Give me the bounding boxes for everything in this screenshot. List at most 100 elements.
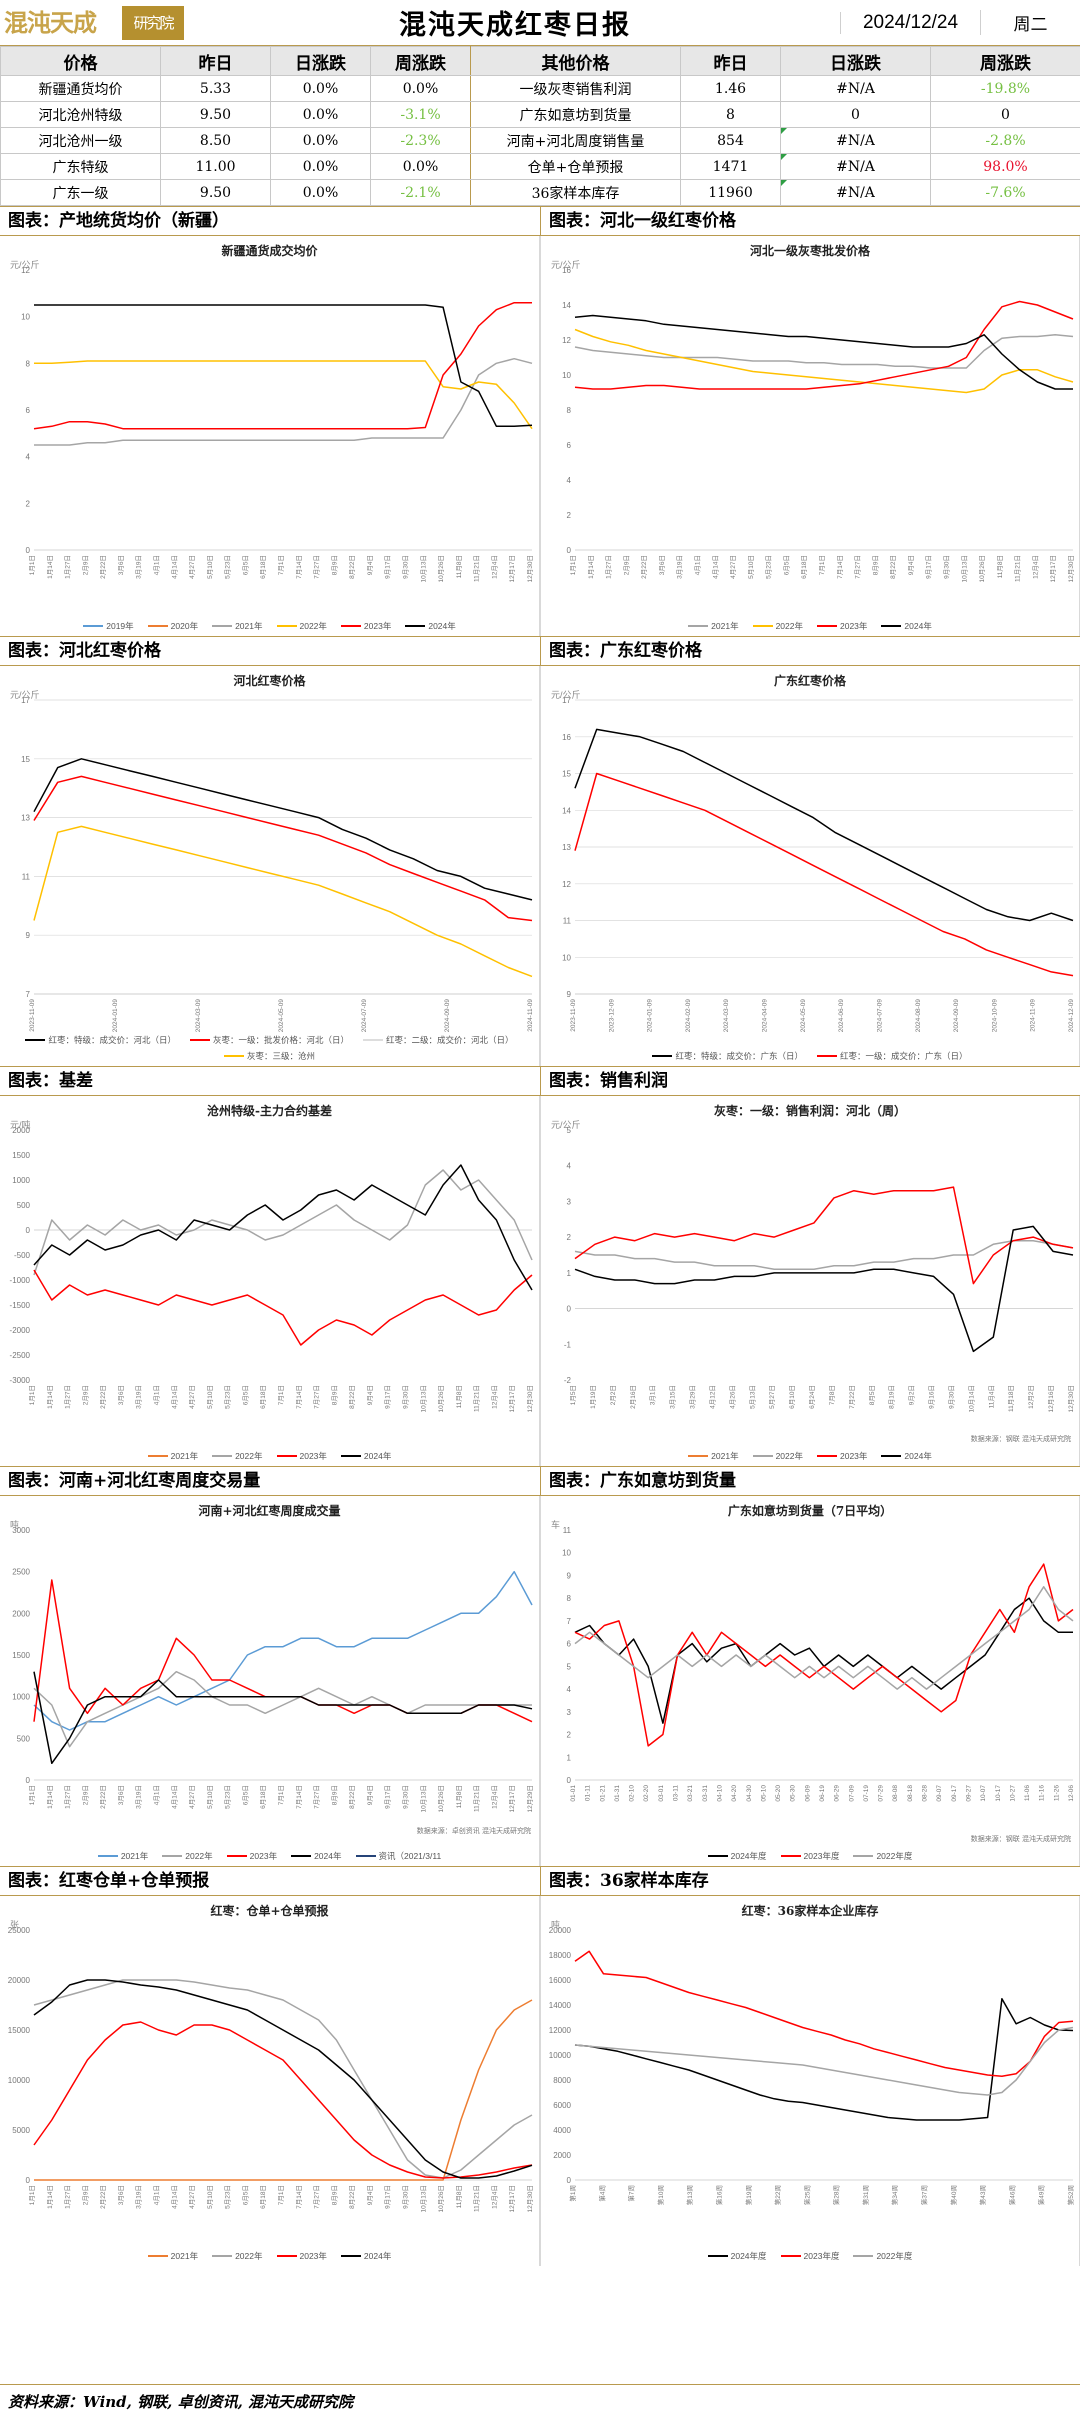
svg-text:08-28: 08-28 bbox=[922, 1785, 929, 1802]
svg-text:8月19日: 8月19日 bbox=[888, 1385, 896, 1409]
svg-text:7月14日: 7月14日 bbox=[295, 1385, 303, 1409]
legend-label: 红枣：特级：成交价：河北（日） bbox=[48, 1034, 176, 1046]
series-2023年 bbox=[34, 1580, 532, 1722]
svg-text:4: 4 bbox=[26, 453, 31, 462]
svg-text:1000: 1000 bbox=[12, 1693, 30, 1702]
svg-text:3月6日: 3月6日 bbox=[117, 2185, 125, 2205]
svg-text:第7周: 第7周 bbox=[627, 2185, 636, 2202]
row-daily-left: 0.0% bbox=[271, 102, 371, 128]
svg-text:3月6日: 3月6日 bbox=[658, 555, 666, 575]
svg-text:7月8日: 7月8日 bbox=[828, 1385, 836, 1405]
series-2022年 bbox=[34, 1672, 532, 1747]
legend-swatch bbox=[853, 1855, 873, 1858]
svg-text:11月21日: 11月21日 bbox=[473, 1785, 481, 1812]
legend-label: 红枣：一级：成交价：广东（日） bbox=[840, 1050, 968, 1062]
chart-title: 沧州特级-主力合约基差 bbox=[0, 1102, 539, 1119]
col-weekly-change: 周涨跌 bbox=[371, 47, 471, 76]
svg-text:1月1日: 1月1日 bbox=[28, 1385, 36, 1405]
svg-text:7月1日: 7月1日 bbox=[277, 1785, 285, 1805]
series-2024年 bbox=[34, 305, 532, 426]
legend-swatch bbox=[817, 1055, 837, 1058]
svg-text:10000: 10000 bbox=[8, 2076, 31, 2085]
svg-text:12月29日: 12月29日 bbox=[526, 1785, 534, 1812]
series-2021年 bbox=[34, 359, 532, 445]
col-daily-change: 日涨跌 bbox=[271, 47, 371, 76]
svg-text:500: 500 bbox=[17, 1734, 31, 1743]
svg-text:7月27日: 7月27日 bbox=[313, 1785, 321, 1809]
svg-text:9: 9 bbox=[26, 931, 31, 940]
svg-text:2月22日: 2月22日 bbox=[99, 555, 107, 579]
svg-text:5月27日: 5月27日 bbox=[768, 1385, 776, 1409]
legend-item: 2021年 bbox=[688, 1450, 738, 1462]
svg-text:10月13日: 10月13日 bbox=[419, 1385, 427, 1412]
svg-text:10月13日: 10月13日 bbox=[419, 1785, 427, 1812]
svg-text:5月10日: 5月10日 bbox=[747, 555, 755, 579]
legend-item: 2021年 bbox=[148, 1450, 198, 1462]
row-yesterday-left: 9.50 bbox=[161, 102, 271, 128]
svg-text:12月17日: 12月17日 bbox=[508, 555, 516, 582]
chart-unit-label: 车 bbox=[551, 1518, 560, 1531]
legend-label: 2022年 bbox=[235, 1450, 262, 1462]
svg-text:08-18: 08-18 bbox=[907, 1785, 914, 1802]
svg-text:8月5日: 8月5日 bbox=[868, 1385, 876, 1405]
svg-text:11: 11 bbox=[563, 917, 572, 926]
legend-item: 2023年 bbox=[277, 2250, 327, 2262]
legend-item: 2024年度 bbox=[708, 2250, 767, 2262]
legend-swatch bbox=[688, 625, 708, 628]
legend-item: 灰枣：一级：批发价格：河北（日） bbox=[190, 1034, 349, 1046]
svg-text:5月10日: 5月10日 bbox=[206, 1785, 214, 1809]
legend-swatch bbox=[341, 1455, 361, 1458]
section-title-left: 图表：产地统货均价（新疆） bbox=[0, 207, 540, 235]
section-header-row: 图表：红枣仓单+仓单预报图表：36家样本库存 bbox=[0, 1866, 1080, 1896]
svg-text:03-31: 03-31 bbox=[702, 1785, 709, 1802]
svg-text:2024-03-09: 2024-03-09 bbox=[723, 999, 730, 1033]
col-other-weekly-change: 周涨跌 bbox=[931, 47, 1080, 76]
svg-text:4月1日: 4月1日 bbox=[153, 555, 161, 575]
svg-text:11: 11 bbox=[22, 872, 31, 881]
section-title-left: 图表：基差 bbox=[0, 1067, 540, 1095]
svg-text:7月14日: 7月14日 bbox=[295, 2185, 303, 2209]
svg-text:2024-01-09: 2024-01-09 bbox=[112, 999, 119, 1033]
svg-text:08-08: 08-08 bbox=[892, 1785, 899, 1802]
legend-label: 资讯（2021/3/11 bbox=[379, 1850, 442, 1862]
legend-swatch bbox=[781, 1855, 801, 1858]
source-footer: 资料来源：Wind, 钢联, 卓创资讯, 混沌天成研究院 bbox=[0, 2384, 1080, 2418]
legend-item: 2020年 bbox=[148, 620, 198, 632]
legend-swatch bbox=[688, 1455, 708, 1458]
legend-label: 2021年 bbox=[171, 1450, 198, 1462]
legend-item: 2023年 bbox=[341, 620, 391, 632]
svg-text:2024-09-09: 2024-09-09 bbox=[444, 999, 451, 1033]
svg-text:2024-11-09: 2024-11-09 bbox=[1030, 999, 1037, 1032]
svg-text:14: 14 bbox=[562, 301, 571, 310]
row-weekly-left: -2.1% bbox=[371, 180, 471, 206]
svg-text:2月9日: 2月9日 bbox=[81, 1785, 89, 1805]
svg-text:2000: 2000 bbox=[12, 1609, 30, 1618]
svg-text:8: 8 bbox=[567, 406, 572, 415]
svg-text:3月6日: 3月6日 bbox=[117, 1785, 125, 1805]
svg-text:1月27日: 1月27日 bbox=[64, 1785, 72, 1809]
svg-text:4月26日: 4月26日 bbox=[728, 1385, 736, 1409]
svg-text:2: 2 bbox=[567, 1233, 572, 1242]
legend-label: 2024年度 bbox=[731, 2250, 767, 2262]
svg-text:2: 2 bbox=[26, 499, 31, 508]
svg-text:第43周: 第43周 bbox=[978, 2185, 987, 2205]
svg-text:1500: 1500 bbox=[12, 1651, 30, 1660]
row-daily-right: #N/A bbox=[781, 154, 931, 180]
svg-text:2: 2 bbox=[567, 1731, 572, 1740]
svg-text:7月27日: 7月27日 bbox=[313, 1385, 321, 1409]
svg-text:4月1日: 4月1日 bbox=[153, 1385, 161, 1405]
svg-text:12月30日: 12月30日 bbox=[1067, 1385, 1075, 1412]
svg-text:10: 10 bbox=[562, 953, 571, 962]
svg-text:9月17日: 9月17日 bbox=[384, 1385, 392, 1409]
svg-text:5月10日: 5月10日 bbox=[206, 1385, 214, 1409]
svg-text:-1500: -1500 bbox=[10, 1301, 31, 1310]
